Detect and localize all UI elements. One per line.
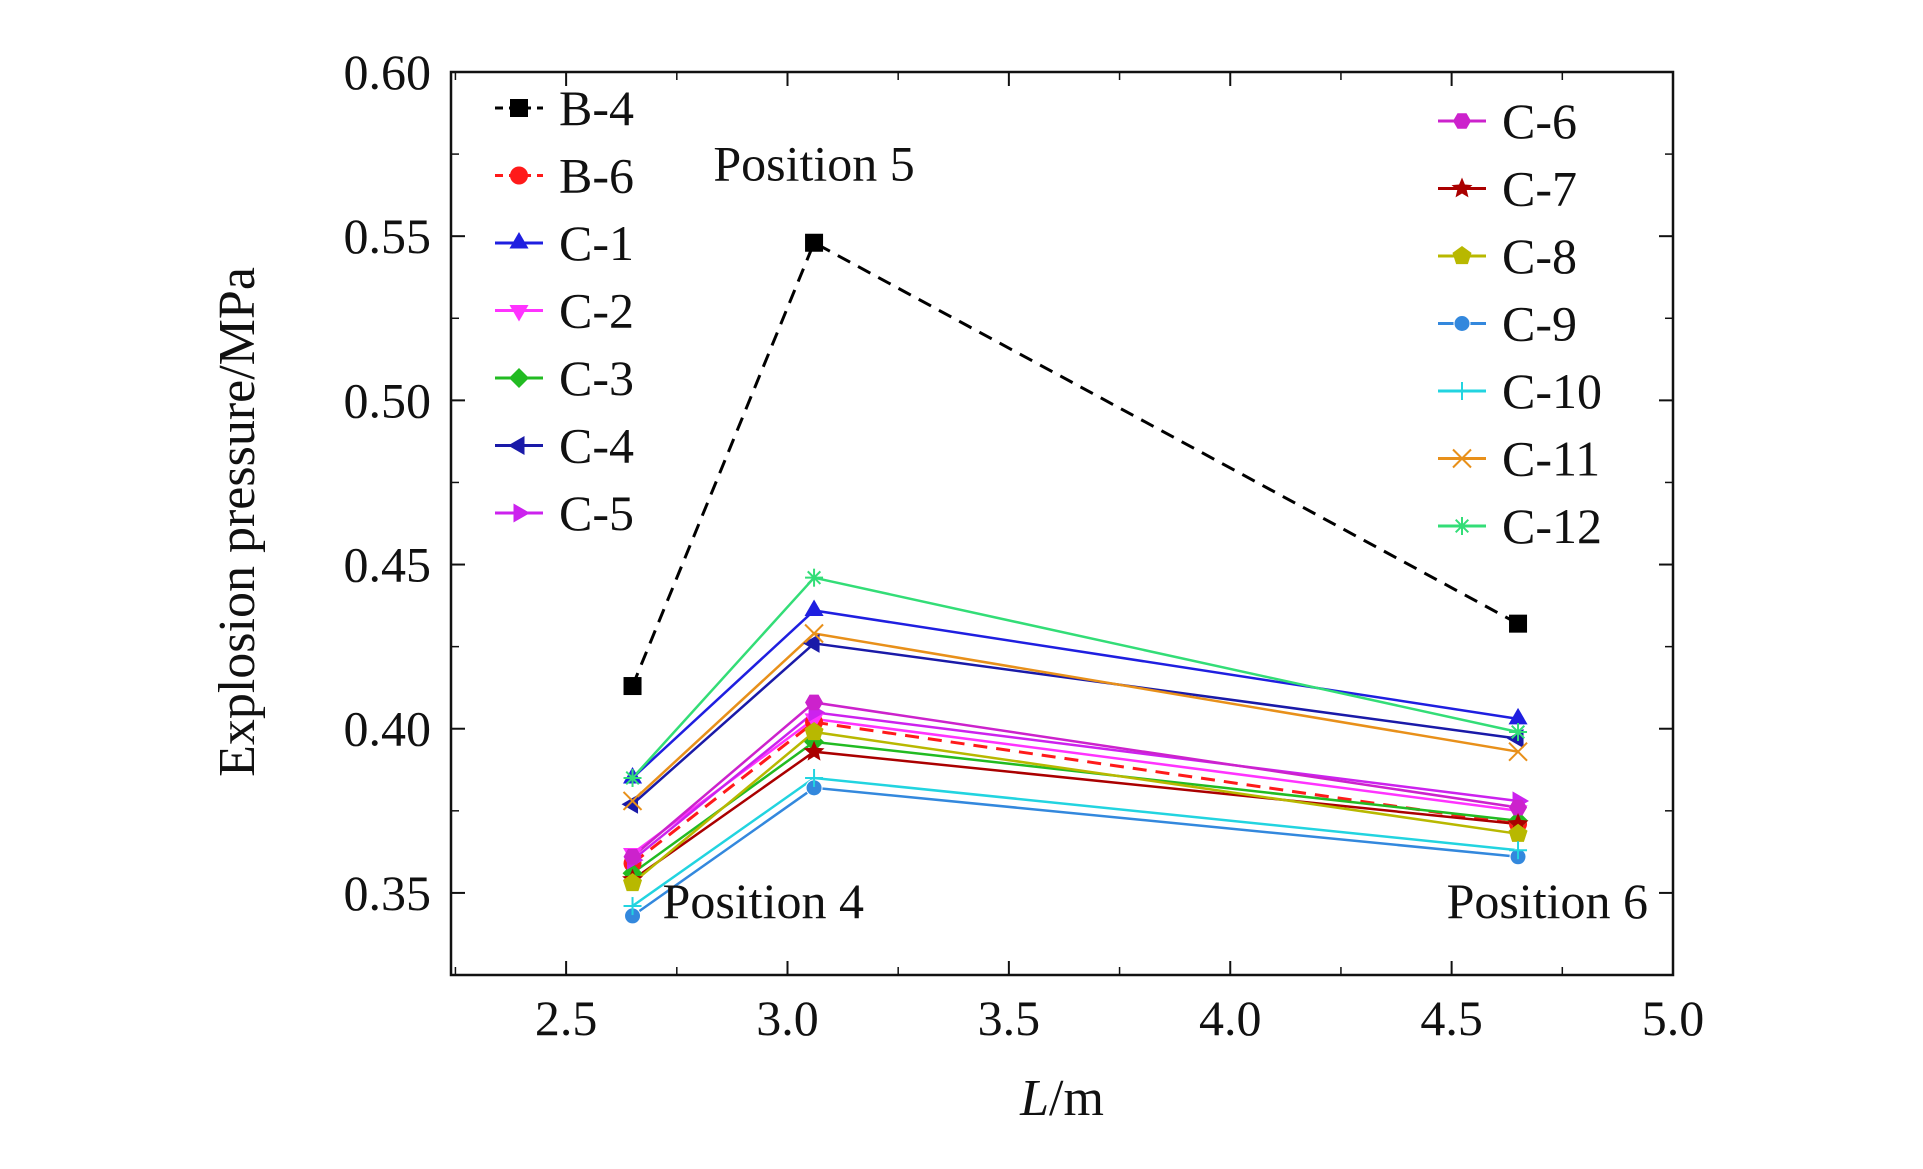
legend-marker-c-7 xyxy=(1451,177,1473,198)
data-point-c-11-2 xyxy=(804,623,824,644)
legend-label-c-7: C-7 xyxy=(1502,161,1577,217)
plot-frame xyxy=(449,70,1675,977)
data-point-c-1-2 xyxy=(804,599,824,617)
data-point-c-11-3 xyxy=(1508,742,1528,762)
x-tick-label: 5.0 xyxy=(1642,990,1705,1046)
legend-label-c-11: C-11 xyxy=(1502,431,1600,487)
legend-right: C-6 C-7 C-8 C-9 C-10 C-11 C-12 xyxy=(1438,93,1602,554)
x-tick-label: 4.5 xyxy=(1420,990,1483,1046)
legend-label-c-6: C-6 xyxy=(1502,93,1577,149)
legend-entry-b-4: B-4 xyxy=(495,80,634,136)
series-line-b-4 xyxy=(631,240,1519,687)
data-point-c-6-1 xyxy=(623,848,642,865)
y-tick-label: 0.45 xyxy=(344,537,432,593)
data-point-c-8-1 xyxy=(623,873,643,892)
data-point-c-12-3 xyxy=(1509,723,1528,742)
y-tick-label: 0.55 xyxy=(344,208,432,264)
legend-marker-c-6 xyxy=(1453,113,1471,129)
legend-marker-b-6 xyxy=(510,166,528,185)
legend-label-c-9: C-9 xyxy=(1502,296,1577,352)
legend-marker-c-8 xyxy=(1452,246,1472,265)
legend-marker-c-5 xyxy=(513,503,530,523)
y-tick-label: 0.60 xyxy=(344,44,432,100)
data-point-c-10-2 xyxy=(805,768,824,787)
legend-label-c-12: C-12 xyxy=(1502,498,1602,554)
x-axis: 2.5 3.0 3.5 4.0 4.5 5.0 xyxy=(454,72,1705,1046)
plot-lines xyxy=(631,240,1519,917)
legend-entry-c-6: C-6 xyxy=(1438,93,1577,149)
y-tick-label: 0.35 xyxy=(344,865,432,921)
x-tick-label: 3.5 xyxy=(978,990,1041,1046)
legend-marker-c-12 xyxy=(1453,517,1471,535)
legend-left: B-4 B-6 C-1 C-2 C-3 C-4 C-5 xyxy=(495,80,634,541)
plot-markers xyxy=(621,233,1530,925)
legend-entry-c-2: C-2 xyxy=(495,283,634,339)
legend-label-b-6: B-6 xyxy=(559,148,634,204)
data-point-c-1-3 xyxy=(1508,707,1528,725)
legend-marker-c-9 xyxy=(1453,315,1471,332)
legend-marker-c-4 xyxy=(508,435,525,456)
data-point-c-4-2 xyxy=(803,633,820,653)
x-axis-title-unit: /m xyxy=(1049,1070,1104,1127)
x-axis-title-variable: L xyxy=(1019,1070,1049,1127)
legend-entry-c-5: C-5 xyxy=(495,485,634,541)
data-point-c-7-2 xyxy=(803,740,825,761)
data-point-c-6-3 xyxy=(1509,799,1528,816)
x-axis-title: L/m xyxy=(1019,1070,1104,1127)
annotation-position-6: Position 6 xyxy=(1447,873,1648,929)
data-point-c-11-1 xyxy=(622,791,643,811)
data-point-c-12-2 xyxy=(805,568,824,587)
legend-entry-b-6: B-6 xyxy=(495,148,634,204)
annotations: Position 4 Position 5 Position 6 xyxy=(663,135,1649,929)
legend-label-c-1: C-1 xyxy=(559,215,634,271)
legend-marker-c-10 xyxy=(1453,382,1471,400)
legend-marker-b-4 xyxy=(510,99,528,117)
data-point-c-6-2 xyxy=(805,694,824,711)
legend-entry-c-9: C-9 xyxy=(1438,296,1577,352)
legend-marker-c-3 xyxy=(509,368,529,388)
y-tick-label: 0.50 xyxy=(344,372,432,428)
y-axis: 0.35 0.40 0.45 0.50 0.55 0.60 xyxy=(344,44,1673,976)
annotation-position-4: Position 4 xyxy=(663,873,864,929)
data-point-b-4-1 xyxy=(623,677,642,696)
data-point-c-12-1 xyxy=(623,768,642,787)
legend-label-c-10: C-10 xyxy=(1502,363,1602,419)
data-point-c-8-2 xyxy=(804,722,824,741)
x-tick-label: 2.5 xyxy=(535,990,598,1046)
data-point-b-4-2 xyxy=(805,233,824,252)
y-axis-title: Explosion pressure/MPa xyxy=(209,267,266,777)
legend-label-c-8: C-8 xyxy=(1502,228,1577,284)
legend-label-b-4: B-4 xyxy=(559,80,634,136)
legend-entry-c-3: C-3 xyxy=(495,350,634,406)
x-tick-label: 4.0 xyxy=(1199,990,1262,1046)
legend-entry-c-12: C-12 xyxy=(1438,498,1602,554)
legend-label-c-5: C-5 xyxy=(559,485,634,541)
legend-entry-c-8: C-8 xyxy=(1438,228,1577,284)
x-tick-label: 3.0 xyxy=(756,990,819,1046)
legend-entry-c-10: C-10 xyxy=(1438,363,1602,419)
data-point-b-4-3 xyxy=(1509,614,1528,633)
legend-entry-c-4: C-4 xyxy=(495,418,634,474)
y-tick-label: 0.40 xyxy=(344,701,432,757)
legend-marker-c-2 xyxy=(509,305,529,322)
legend-marker-c-1 xyxy=(509,232,529,249)
data-point-c-8-3 xyxy=(1508,823,1528,842)
data-point-c-10-3 xyxy=(1509,841,1528,860)
legend-label-c-3: C-3 xyxy=(559,350,634,406)
legend-marker-c-11 xyxy=(1452,448,1472,469)
legend-entry-c-7: C-7 xyxy=(1438,161,1577,217)
data-point-c-10-1 xyxy=(623,897,642,916)
series-line-c-4 xyxy=(631,642,1519,806)
legend-entry-c-11: C-11 xyxy=(1438,431,1600,487)
legend-label-c-4: C-4 xyxy=(559,418,634,474)
legend-entry-c-1: C-1 xyxy=(495,215,634,271)
legend-label-c-2: C-2 xyxy=(559,283,634,339)
annotation-position-5: Position 5 xyxy=(713,135,914,191)
